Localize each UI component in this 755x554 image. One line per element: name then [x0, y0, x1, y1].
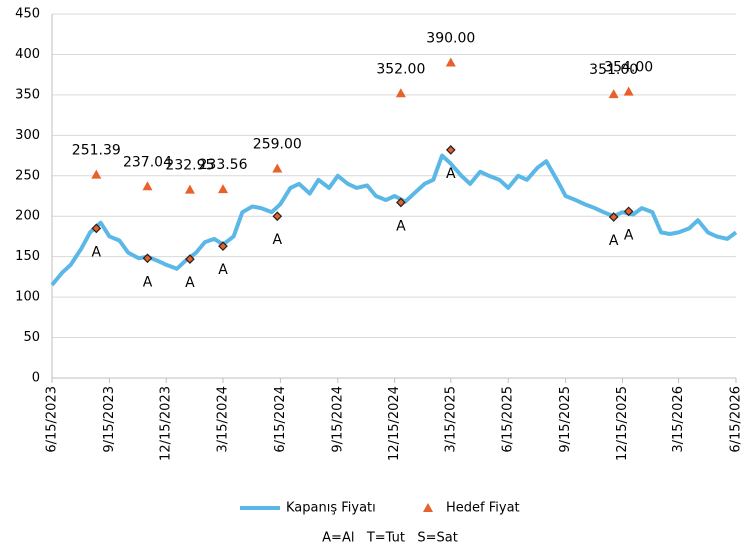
target-marker: [608, 89, 619, 99]
target-label: 390.00: [426, 31, 475, 47]
target-label: 352.00: [376, 61, 425, 77]
y-tick-label: 400: [15, 47, 40, 62]
target-marker: [184, 184, 195, 194]
y-tick-label: 350: [15, 87, 40, 102]
y-tick-label: 250: [15, 168, 40, 183]
x-tick-label: 9/15/2025: [558, 386, 573, 453]
note: A=Al T=Tut S=Sat: [322, 531, 458, 546]
legend-triangle: [423, 503, 433, 512]
x-tick-label: 3/15/2024: [216, 386, 231, 453]
y-tick-label: 50: [23, 330, 40, 345]
signal-label: A: [609, 233, 619, 249]
signal-label: A: [624, 227, 634, 243]
x-tick-label: 9/15/2024: [330, 386, 345, 453]
target-label: 237.04: [123, 154, 172, 170]
x-tick-label: 6/15/2026: [729, 386, 744, 453]
signal-marker: [185, 254, 195, 264]
x-tick-label: 3/15/2025: [443, 386, 458, 453]
signal-label: A: [273, 232, 283, 248]
legend-label: Kapanış Fiyatı: [286, 501, 376, 516]
x-tick-label: 6/15/2023: [45, 386, 60, 453]
x-tick-label: 12/15/2024: [387, 386, 402, 461]
target-marker: [142, 181, 153, 191]
signal-marker: [623, 206, 634, 217]
target-label: 351.00: [589, 62, 638, 78]
target-marker: [272, 163, 283, 173]
y-tick-label: 450: [15, 7, 40, 22]
x-tick-label: 6/15/2025: [501, 386, 516, 453]
signal-marker: [445, 145, 456, 155]
signal-marker: [142, 253, 153, 264]
target-marker: [445, 57, 456, 67]
target-label: 259.00: [253, 136, 302, 152]
y-tick-label: 150: [15, 249, 40, 264]
signal-marker: [272, 211, 283, 222]
y-tick-label: 200: [15, 209, 40, 224]
signal-label: A: [185, 275, 195, 291]
y-tick-label: 0: [32, 371, 40, 386]
x-tick-label: 3/15/2026: [671, 386, 686, 453]
target-label: 233.56: [199, 157, 248, 173]
target-label: 251.39: [72, 143, 121, 159]
signal-label: A: [92, 244, 102, 260]
signal-label: A: [143, 274, 153, 290]
target-label: 232.95: [165, 158, 214, 174]
signal-marker: [608, 212, 619, 222]
signal-marker: [218, 241, 228, 251]
target-label: 354.00: [604, 60, 653, 76]
x-tick-label: 12/15/2023: [159, 386, 174, 461]
y-tick-label: 100: [15, 290, 40, 305]
target-marker: [218, 184, 228, 194]
signal-label: A: [218, 262, 228, 278]
target-marker: [395, 88, 406, 98]
target-marker: [623, 86, 634, 96]
price-line: [50, 153, 738, 287]
legend-label: Hedef Fiyat: [446, 501, 520, 516]
x-tick-label: 9/15/2023: [102, 386, 117, 453]
x-tick-label: 12/15/2025: [615, 386, 630, 461]
signal-label: A: [446, 166, 456, 182]
signal-label: A: [396, 218, 406, 234]
x-tick-label: 6/15/2024: [273, 386, 288, 453]
signal-marker: [91, 223, 102, 234]
target-marker: [91, 169, 102, 179]
y-tick-label: 300: [15, 128, 40, 143]
signal-marker: [396, 197, 406, 208]
